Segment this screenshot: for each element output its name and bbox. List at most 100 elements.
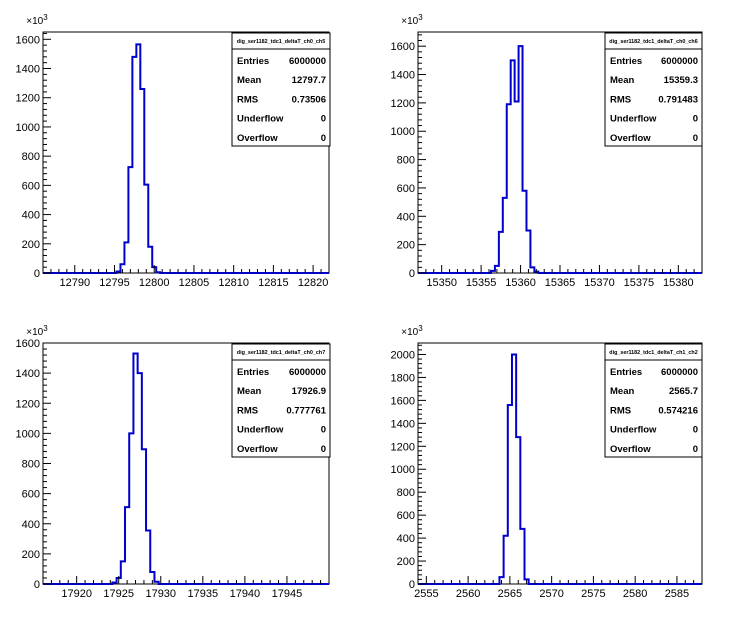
y-exponent-value: 3 <box>43 13 48 22</box>
y-tick-label: 400 <box>397 533 415 545</box>
stats-value: 0 <box>321 133 326 144</box>
y-tick-label: 600 <box>22 489 40 501</box>
x-tick-label: 15370 <box>584 277 615 289</box>
x-tick-label: 15360 <box>505 277 536 289</box>
y-tick-label: 1400 <box>391 70 415 82</box>
stats-label: Mean <box>610 386 634 397</box>
stats-label: Underflow <box>237 425 284 436</box>
stats-label: Underflow <box>610 114 657 125</box>
stats-value: 15359.3 <box>664 75 698 86</box>
x-tick-label: 15375 <box>624 277 655 289</box>
stats-value: 0.574216 <box>658 405 698 416</box>
stats-value: 0.791483 <box>658 94 698 105</box>
stats-label: RMS <box>237 405 258 416</box>
y-tick-label: 600 <box>397 510 415 522</box>
y-tick-label: 1600 <box>16 338 40 350</box>
y-tick-label: 600 <box>397 183 415 195</box>
stats-label: Overflow <box>610 133 651 144</box>
stats-box-frame <box>604 32 703 147</box>
stats-box: dig_ser1182_tdc1_deltaT_ch0_ch6 Entries 60… <box>604 32 703 147</box>
y-tick-label: 400 <box>22 210 40 222</box>
x-tick-label: 15380 <box>663 277 694 289</box>
stats-label: RMS <box>610 405 631 416</box>
y-tick-label: 1600 <box>16 34 40 46</box>
stats-label: RMS <box>237 94 258 105</box>
x-tick-label: 2575 <box>581 588 605 600</box>
y-tick-label: 800 <box>397 155 415 167</box>
y-tick-label: 2000 <box>391 349 415 361</box>
stats-label: Mean <box>237 75 261 86</box>
stats-label: RMS <box>610 94 631 105</box>
y-tick-label: 200 <box>397 556 415 568</box>
y-tick-label: 0 <box>409 268 415 280</box>
x-tick-label: 2585 <box>665 588 689 600</box>
stats-box-frame <box>231 32 331 147</box>
x-tick-label: 15355 <box>466 277 497 289</box>
y-tick-label: 1000 <box>16 428 40 440</box>
stats-label: Overflow <box>610 444 651 455</box>
y-tick-label: 1200 <box>391 441 415 453</box>
x-tick-label: 2570 <box>539 588 563 600</box>
y-tick-label: 1400 <box>391 418 415 430</box>
histogram-pad-3: 0 200 400 600 800 1000 1200 1400 1600×103 17920 17… <box>16 324 331 600</box>
stats-label: Overflow <box>237 133 278 144</box>
x-tick-label: 2555 <box>414 588 438 600</box>
stats-label: Entries <box>237 367 269 378</box>
stats-box: dig_ser1182_tdc1_deltaT_ch0_ch5 Entries 60… <box>231 32 331 147</box>
x-tick-label: 15350 <box>426 277 457 289</box>
y-exponent-value: 3 <box>43 324 48 333</box>
histogram-pad-1: 0 200 400 600 800 1000 1200 1400 1600 ×103 12790 12… <box>16 13 331 289</box>
x-tick-label: 17930 <box>145 588 176 600</box>
y-tick-label: 1000 <box>16 122 40 134</box>
y-tick-label: 1200 <box>391 98 415 110</box>
y-tick-label: 200 <box>22 239 40 251</box>
stats-value: 0.777761 <box>286 405 326 416</box>
y-exponent-label: ×103 <box>26 13 48 27</box>
stats-label: Entries <box>237 56 269 67</box>
stats-value: 6000000 <box>661 367 698 378</box>
stats-box: dig_ser1182_tdc1_deltaT_ch0_ch7 Entries 60… <box>231 343 331 458</box>
y-exponent-label: ×103 <box>26 324 48 338</box>
y-tick-label: 0 <box>34 268 40 280</box>
y-tick-label: 200 <box>22 549 40 561</box>
stats-value: 0 <box>693 444 698 455</box>
stats-value: 2565.7 <box>669 386 698 397</box>
x-tick-label: 12815 <box>258 277 289 289</box>
y-tick-label: 800 <box>397 487 415 499</box>
x-tick-label: 12795 <box>99 277 130 289</box>
stats-label: Underflow <box>610 425 657 436</box>
stats-title: dig_ser1182_tdc1_deltaT_ch0_ch7 <box>237 350 325 356</box>
x-tick-label: 2560 <box>456 588 480 600</box>
stats-label: Mean <box>237 386 261 397</box>
stats-title: dig_ser1182_tdc1_deltaT_ch1_ch2 <box>609 350 697 356</box>
y-tick-label: 1600 <box>391 395 415 407</box>
histogram-pad-4: 0 200 400 600 800 1000 1200 1400 1600 1800 2000 ×10… <box>391 324 703 600</box>
x-tick-label: 12800 <box>139 277 170 289</box>
y-tick-label: 0 <box>409 579 415 591</box>
x-tick-label: 17925 <box>103 588 134 600</box>
histogram-line <box>418 353 702 585</box>
histogram-line <box>418 45 702 274</box>
y-tick-label: 600 <box>22 180 40 192</box>
x-tick-label: 17935 <box>188 588 219 600</box>
x-tick-label: 17940 <box>230 588 261 600</box>
stats-value: 6000000 <box>661 56 698 67</box>
histogram-bin <box>515 101 519 273</box>
stats-label: Overflow <box>237 444 278 455</box>
y-exponent-value: 3 <box>418 13 423 22</box>
stats-value: 12797.7 <box>292 75 326 86</box>
y-tick-label: 1400 <box>16 64 40 76</box>
stats-box-frame <box>604 343 703 458</box>
y-tick-label: 1800 <box>391 372 415 384</box>
stats-value: 17926.9 <box>292 386 326 397</box>
y-tick-label: 200 <box>397 240 415 252</box>
y-tick-label: 1000 <box>391 464 415 476</box>
stats-title: dig_ser1182_tdc1_deltaT_ch0_ch5 <box>237 39 325 45</box>
x-tick-label: 17945 <box>272 588 303 600</box>
y-tick-label: 1600 <box>391 41 415 53</box>
y-tick-label: 800 <box>22 151 40 163</box>
x-tick-label: 2565 <box>498 588 522 600</box>
x-tick-label: 17920 <box>61 588 92 600</box>
stats-label: Underflow <box>237 114 284 125</box>
